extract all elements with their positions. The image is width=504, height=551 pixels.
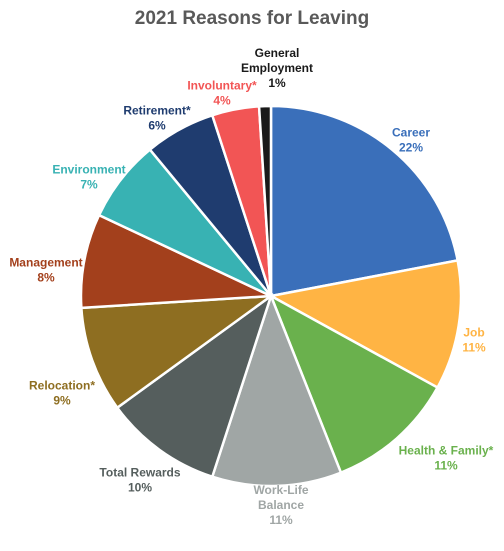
pie-slice-work-life-balance	[210, 292, 343, 488]
slice-label-job: Job 11%	[462, 326, 486, 355]
slice-label-health-family: Health & Family* 11%	[399, 444, 494, 473]
slice-label-total-rewards: Total Rewards 10%	[99, 466, 180, 495]
slice-label-work-life-balance: Work-Life Balance 11%	[253, 483, 308, 527]
pie-slice-total-rewards	[115, 292, 274, 479]
slice-label-management: Management 8%	[9, 256, 82, 285]
slice-label-general-employment: General Employment 1%	[241, 46, 313, 90]
pie-slice-job	[267, 258, 463, 390]
slice-label-involuntary: Involuntary* 4%	[187, 79, 257, 108]
pie-slice-relocation	[80, 294, 276, 410]
chart-title: 2021 Reasons for Leaving	[134, 8, 370, 29]
slice-label-career: Career 22%	[392, 126, 430, 155]
pie-slice-health-family	[268, 293, 440, 475]
slice-label-relocation: Relocation* 9%	[29, 379, 95, 408]
pie-slice-general-employment	[257, 104, 273, 297]
pie-slice-career	[269, 104, 460, 298]
pie-slice-management	[79, 213, 272, 310]
slice-label-environment: Environment 7%	[52, 163, 125, 192]
slice-label-retirement: Retirement* 6%	[123, 104, 191, 133]
